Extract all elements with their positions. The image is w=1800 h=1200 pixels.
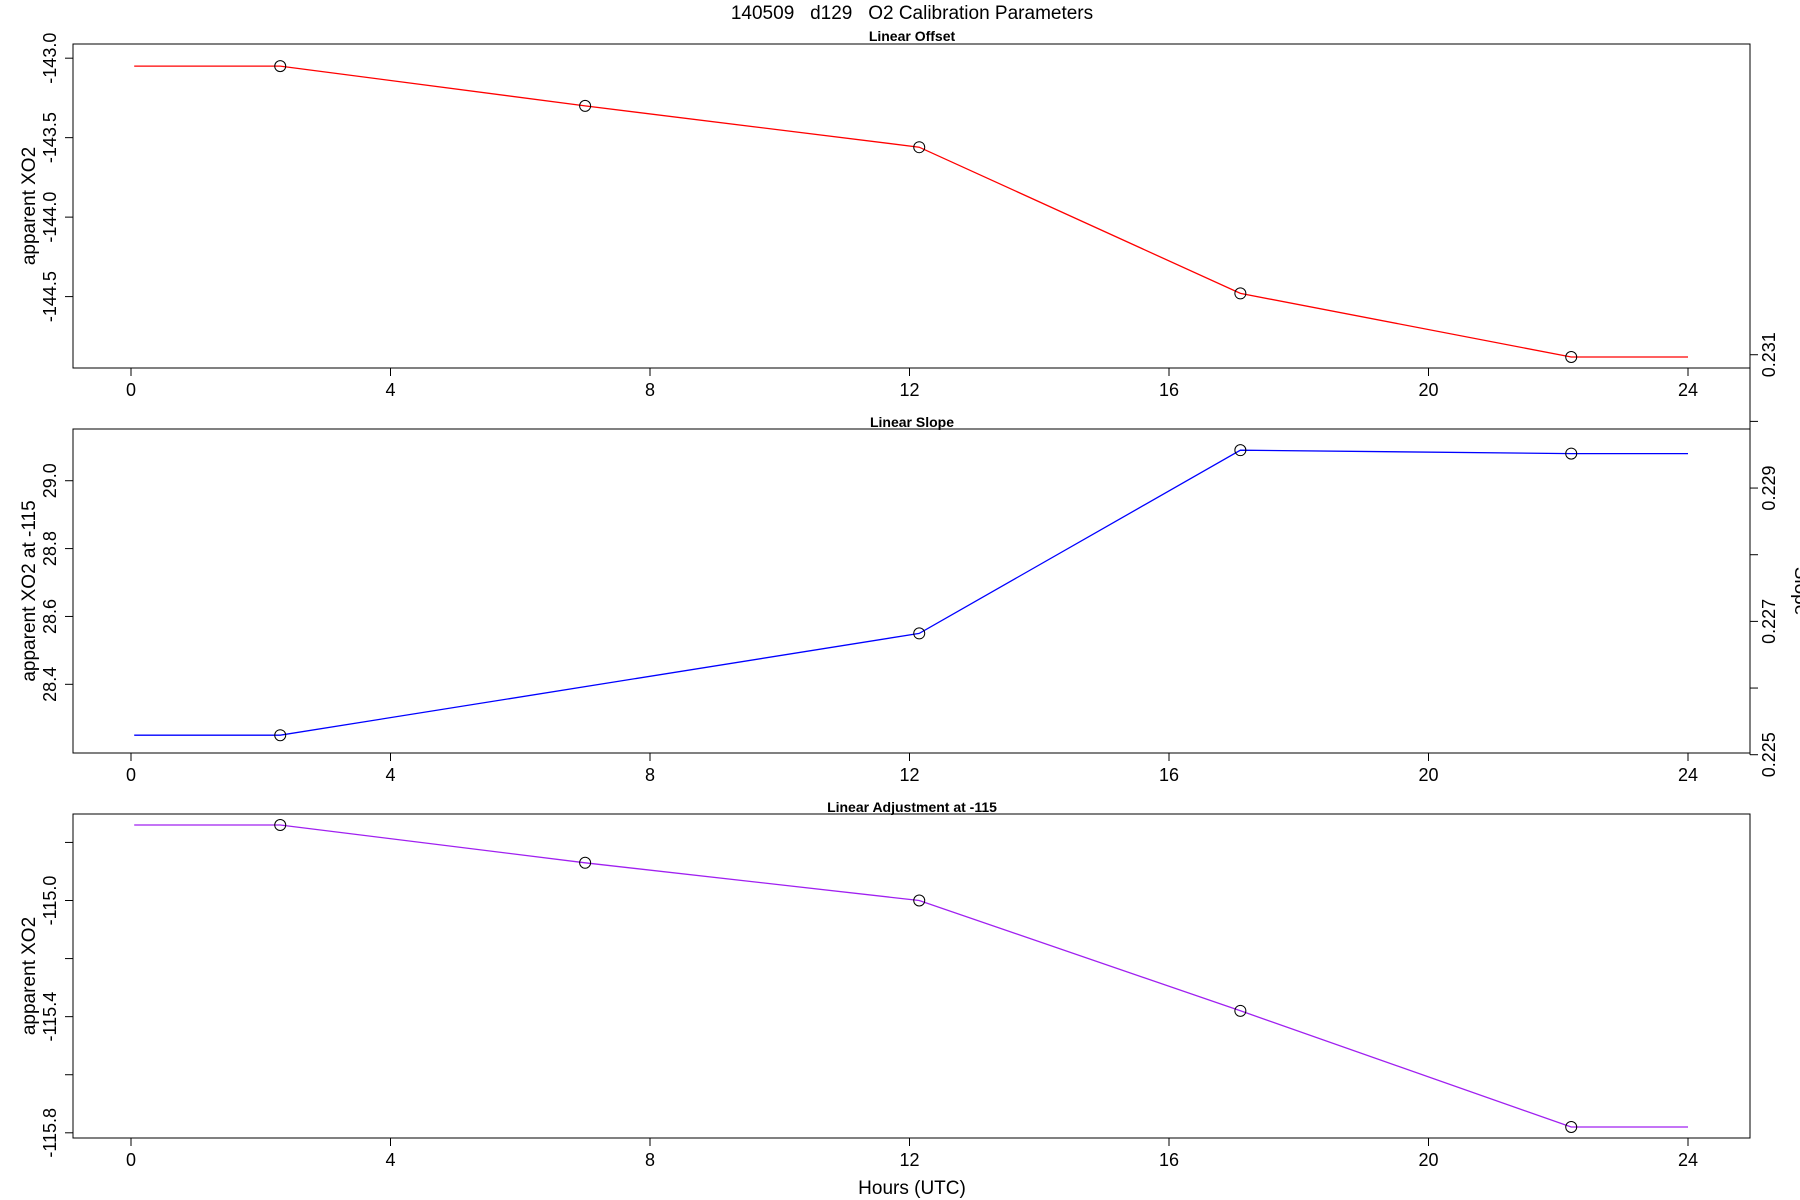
data-point <box>913 141 926 154</box>
y-tick-label: -115.0 <box>40 876 60 926</box>
x-axis-title: Hours (UTC) <box>858 1178 966 1199</box>
panel-title: Linear Adjustment at -115 <box>827 799 997 815</box>
x-tick-label: 24 <box>1678 1150 1698 1170</box>
series-line <box>134 449 1688 736</box>
series-linear-adjustment <box>134 819 1688 1133</box>
panel-linear-slope: Linear Slope apparent XO2 at -115 Slope … <box>19 332 1800 785</box>
x-tick-label: 0 <box>126 380 136 400</box>
x-tick-label: 0 <box>126 765 136 785</box>
y-tick-label: -144.0 <box>40 192 60 243</box>
x-tick-label: 4 <box>385 765 395 785</box>
panel-linear-offset: Linear Offset apparent XO2 0 4 8 12 16 20 24 -… <box>19 28 1751 400</box>
x-tick-label: 24 <box>1678 380 1698 400</box>
panel-title: Linear Slope <box>870 414 954 430</box>
y-axis: 28.4 28.6 28.8 29.0 <box>40 463 74 702</box>
y-tick-label: -143.5 <box>40 112 60 163</box>
y-axis: -143.0 -143.5 -144.0 -144.5 <box>40 33 74 322</box>
data-point <box>1234 1004 1247 1017</box>
x-tick-label: 4 <box>385 1150 395 1170</box>
x-tick-label: 8 <box>645 380 655 400</box>
series-line <box>134 824 1688 1128</box>
y2-tick-label: 0.231 <box>1759 332 1779 377</box>
data-point <box>274 819 287 831</box>
series-linear-offset <box>134 60 1688 363</box>
data-point <box>579 99 592 112</box>
figure-title: 140509 d129 O2 Calibration Parameters <box>731 3 1093 24</box>
panel-linear-adjustment: Linear Adjustment at -115 apparent XO2 0… <box>19 799 1751 1170</box>
y-tick-label: -143.0 <box>40 33 60 84</box>
x-tick-label: 12 <box>899 1150 919 1170</box>
series-linear-slope <box>134 444 1688 742</box>
plot-frame <box>72 428 1751 754</box>
y2-tick-label: 0.227 <box>1759 599 1779 644</box>
data-point <box>913 627 926 640</box>
data-point <box>1234 444 1247 457</box>
data-point <box>579 856 592 869</box>
y-tick-label: 28.4 <box>40 667 60 702</box>
y2-tick-label: 0.225 <box>1759 732 1779 777</box>
plot-frame <box>72 813 1751 1139</box>
y2-axis: 0.225 0.227 0.229 0.231 <box>1749 332 1779 777</box>
data-point <box>274 60 287 73</box>
y-tick-label: 28.8 <box>40 531 60 566</box>
y2-tick-label: 0.229 <box>1759 466 1779 511</box>
data-point <box>1565 1121 1578 1133</box>
y-axis-title: apparent XO2 <box>19 147 40 265</box>
x-axis: 0 4 8 12 16 20 24 <box>126 367 1698 400</box>
data-point <box>913 894 926 907</box>
data-point <box>274 729 287 742</box>
y-axis-title: apparent XO2 <box>19 917 40 1035</box>
x-tick-label: 12 <box>899 765 919 785</box>
data-point <box>1234 287 1247 300</box>
x-axis: 0 4 8 12 16 20 24 <box>126 752 1698 785</box>
y2-axis-title: Slope <box>1790 567 1800 616</box>
x-axis: 0 4 8 12 16 20 24 <box>126 1137 1698 1170</box>
data-point <box>1565 447 1578 460</box>
x-tick-label: 8 <box>645 765 655 785</box>
y-tick-label: -115.4 <box>40 992 60 1042</box>
plot-frame <box>72 43 1751 369</box>
x-tick-label: 4 <box>385 380 395 400</box>
x-tick-label: 16 <box>1159 380 1179 400</box>
data-point <box>1565 351 1578 363</box>
y-tick-label: -115.8 <box>40 1108 60 1158</box>
x-tick-label: 16 <box>1159 1150 1179 1170</box>
y-tick-label: 28.6 <box>40 599 60 634</box>
y-tick-label: 29.0 <box>40 463 60 498</box>
y-axis-title: apparent XO2 at -115 <box>19 500 40 681</box>
series-line <box>134 65 1688 358</box>
panel-title: Linear Offset <box>869 28 956 44</box>
x-tick-label: 24 <box>1678 765 1698 785</box>
y-axis: -115.0 -115.4 -115.8 <box>40 841 74 1158</box>
y-tick-label: -144.5 <box>40 271 60 322</box>
x-tick-label: 12 <box>899 380 919 400</box>
x-tick-label: 20 <box>1418 765 1438 785</box>
x-tick-label: 20 <box>1418 380 1438 400</box>
x-tick-label: 20 <box>1418 1150 1438 1170</box>
x-tick-label: 16 <box>1159 765 1179 785</box>
x-tick-label: 8 <box>645 1150 655 1170</box>
x-tick-label: 0 <box>126 1150 136 1170</box>
